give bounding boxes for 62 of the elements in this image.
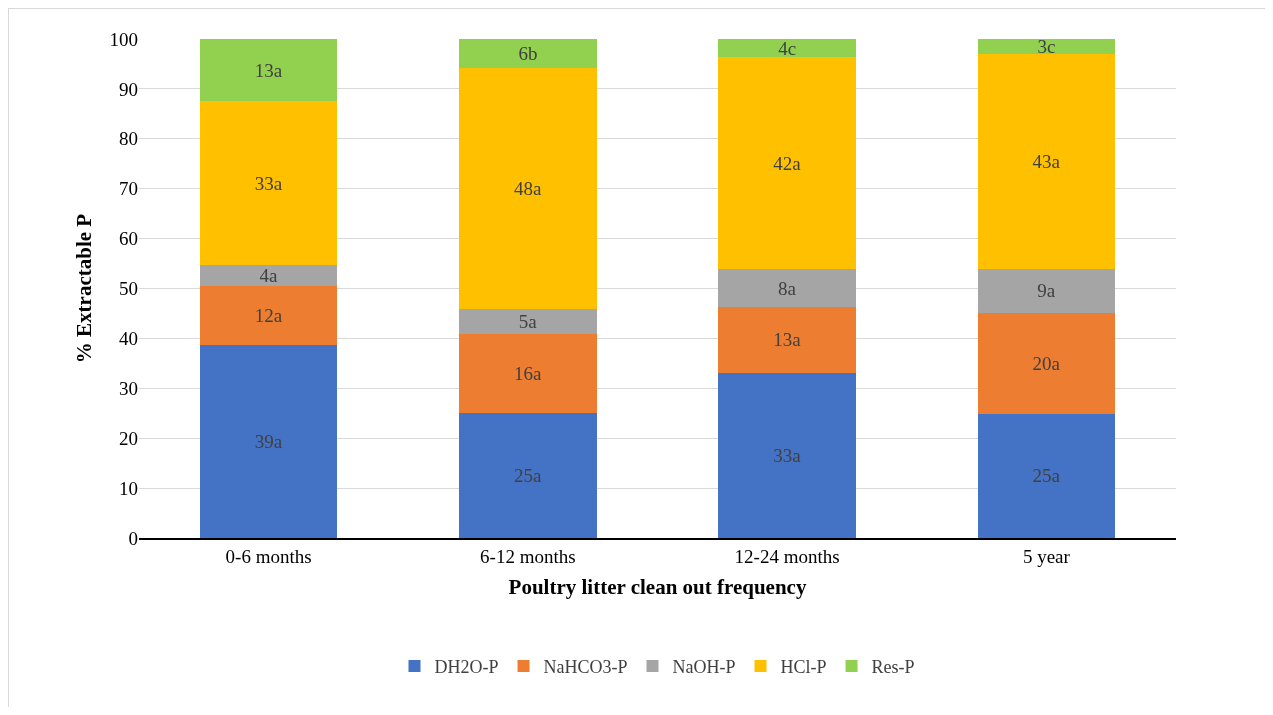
x-tick-label: 12-24 months (734, 545, 840, 567)
y-tick-label: 50 (119, 278, 138, 300)
x-tick-label: 5 year (1022, 545, 1071, 567)
bar (199, 265, 338, 286)
data-label: 9a (1037, 280, 1056, 302)
bar (199, 101, 338, 266)
data-label: 25a (513, 464, 542, 486)
bar (199, 345, 338, 538)
data-label: 48a (513, 178, 542, 200)
bar (718, 269, 856, 307)
data-label: 42a (773, 152, 802, 174)
bar (977, 54, 1116, 270)
data-label: 5a (518, 311, 538, 333)
y-axis-title: % Extractable P (71, 213, 96, 364)
bar (977, 312, 1116, 414)
y-tick-label: 80 (119, 128, 138, 150)
y-tick-label: 40 (119, 328, 138, 350)
data-label: 43a (1032, 151, 1061, 173)
y-tick-label: 30 (119, 377, 138, 399)
data-label: 33a (254, 172, 283, 194)
y-tick-label: 90 (119, 78, 138, 100)
bar (718, 306, 856, 373)
bar (718, 57, 856, 270)
x-axis-title: Poultry litter clean out frequency (508, 575, 807, 600)
y-tick-label: 100 (109, 28, 138, 50)
y-tick-label: 0 (128, 527, 138, 549)
y-tick-label: 60 (119, 228, 138, 250)
y-tick-label: 70 (119, 178, 138, 200)
legend-label: DH2O-P (434, 657, 499, 677)
data-label: 8a (777, 277, 797, 299)
bar (199, 39, 338, 102)
data-label: 39a (254, 431, 283, 453)
data-label: 13a (773, 329, 802, 351)
data-label: 4a (259, 264, 278, 286)
data-label: 13a (254, 59, 283, 81)
y-tick-label: 10 (119, 477, 138, 499)
data-label: 16a (513, 363, 542, 385)
data-label: 3c (1037, 36, 1056, 58)
data-label: 12a (254, 304, 283, 326)
x-tick-label: 0-6 months (225, 545, 312, 567)
bar (977, 413, 1116, 538)
bar (977, 39, 1116, 55)
legend-label: HCl-P (780, 657, 827, 677)
data-label: 6b (518, 43, 538, 65)
y-tick-label: 20 (119, 427, 138, 449)
legend-label: Res-P (871, 657, 915, 677)
legend-label: NaHCO3-P (543, 657, 628, 677)
data-label: 4c (778, 37, 797, 59)
bar (718, 372, 856, 538)
bar (977, 269, 1116, 313)
data-label: 33a (773, 444, 802, 466)
bar (459, 412, 597, 538)
legend-label: NaOH-P (672, 657, 736, 677)
bar (718, 39, 856, 58)
bar (459, 39, 597, 69)
bar (459, 308, 597, 335)
data-label: 20a (1032, 352, 1061, 374)
bar (199, 285, 338, 346)
data-label: 25a (1032, 465, 1061, 487)
bar (459, 68, 597, 309)
x-tick-label: 6-12 months (480, 545, 576, 567)
bar (459, 334, 597, 413)
